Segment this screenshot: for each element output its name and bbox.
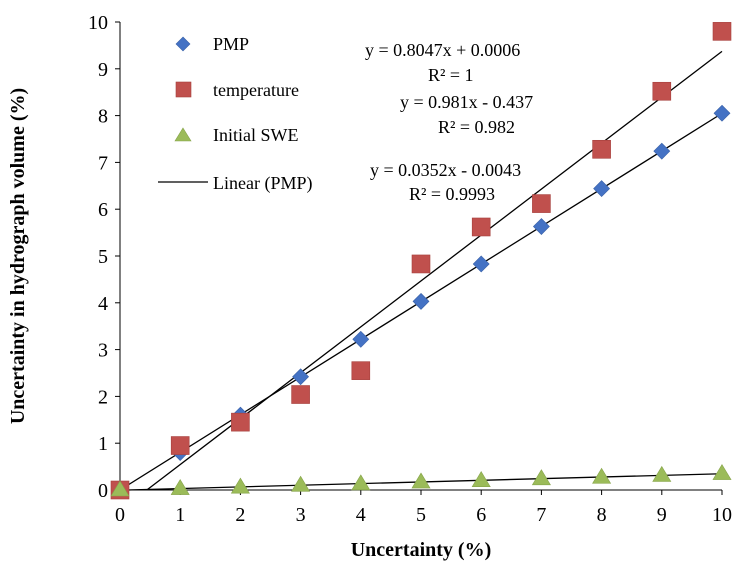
y-tick-group: 0 1 2 3 4 5 6 7 8 9 10 xyxy=(88,12,120,502)
pmp-point xyxy=(412,292,430,310)
temperature-point xyxy=(652,81,672,101)
marker-group xyxy=(110,22,732,500)
pmp-point xyxy=(593,180,611,198)
x-tick-group: 0 1 2 3 4 5 6 7 8 9 10 xyxy=(115,490,732,526)
x-axis-title: Uncertainty (%) xyxy=(351,539,492,561)
x-tick-label: 10 xyxy=(712,504,732,526)
initial-swe-point xyxy=(712,464,732,480)
y-tick-label: 7 xyxy=(98,152,108,174)
y-tick-label: 9 xyxy=(98,59,108,81)
trendline-1-equation: y = 0.8047x + 0.0006 xyxy=(365,40,520,60)
x-tick-label: 4 xyxy=(356,504,366,526)
initial-swe-point xyxy=(110,480,130,497)
y-tick-label: 8 xyxy=(98,106,108,128)
y-tick-label: 2 xyxy=(98,386,108,408)
initial-swe-point xyxy=(170,479,190,495)
temperature-point xyxy=(170,436,190,455)
legend-label-initial-swe: Initial SWE xyxy=(213,125,298,145)
legend-label-pmp: PMP xyxy=(213,34,249,54)
y-tick-label: 3 xyxy=(98,340,108,362)
legend-label-linear: Linear (PMP) xyxy=(213,173,312,194)
x-tick-label: 1 xyxy=(175,504,185,526)
y-tick-label: 5 xyxy=(98,246,108,268)
trendline-2-r2: R² = 0.982 xyxy=(438,117,515,137)
pmp-point xyxy=(472,255,490,273)
x-tick-label: 8 xyxy=(597,504,607,526)
initial-swe-point xyxy=(592,467,612,484)
pmp-point xyxy=(352,330,370,348)
temperature-point xyxy=(712,22,732,41)
x-tick-label: 9 xyxy=(657,504,667,526)
pmp-point xyxy=(713,104,731,122)
temperature-point xyxy=(231,412,250,432)
temperature-point xyxy=(471,217,491,237)
temperature-point xyxy=(291,385,310,404)
initial-swe-point xyxy=(351,474,371,491)
x-tick-label: 7 xyxy=(536,504,546,526)
trendline-1-r2: R² = 1 xyxy=(428,65,474,85)
x-tick-label: 0 xyxy=(115,504,125,526)
initial-swe-point xyxy=(652,465,672,482)
pmp-point xyxy=(292,368,310,386)
initial-swe-point xyxy=(471,471,491,487)
initial-swe-point xyxy=(291,475,311,492)
initial-swe-point xyxy=(230,477,250,494)
temperature-point xyxy=(592,139,611,159)
legend-marker-temperature xyxy=(175,81,192,98)
y-axis-title: Uncertainty in hydrograph volume (%) xyxy=(7,88,29,424)
legend-label-temperature: temperature xyxy=(213,80,299,100)
initial-swe-point xyxy=(411,472,431,489)
pmp-point xyxy=(653,142,671,160)
y-tick-label: 4 xyxy=(98,293,108,315)
trendline-equations: y = 0.8047x + 0.0006 R² = 1 y = 0.981x -… xyxy=(365,40,533,204)
initial-swe-point xyxy=(531,469,551,486)
y-tick-label: 6 xyxy=(98,199,108,221)
y-tick-label: 0 xyxy=(98,480,108,502)
trendline-2-equation: y = 0.981x - 0.437 xyxy=(400,92,533,112)
y-tick-label: 10 xyxy=(88,12,108,34)
y-tick-label: 1 xyxy=(98,433,108,455)
legend-marker-initial-swe xyxy=(174,127,192,142)
x-tick-label: 6 xyxy=(476,504,486,526)
trendline-3-r2: R² = 0.9993 xyxy=(409,184,495,204)
temperature-point xyxy=(532,194,551,213)
legend: PMP temperature Initial SWE Linear (PMP) xyxy=(158,34,312,194)
temperature-point xyxy=(351,361,371,380)
x-tick-label: 3 xyxy=(296,504,306,526)
temperature-point xyxy=(411,254,431,274)
x-tick-label: 5 xyxy=(416,504,426,526)
trendline-3-equation: y = 0.0352x - 0.0043 xyxy=(370,160,521,180)
x-tick-label: 2 xyxy=(235,504,245,526)
pmp-point xyxy=(532,218,550,235)
legend-marker-pmp xyxy=(175,36,191,52)
